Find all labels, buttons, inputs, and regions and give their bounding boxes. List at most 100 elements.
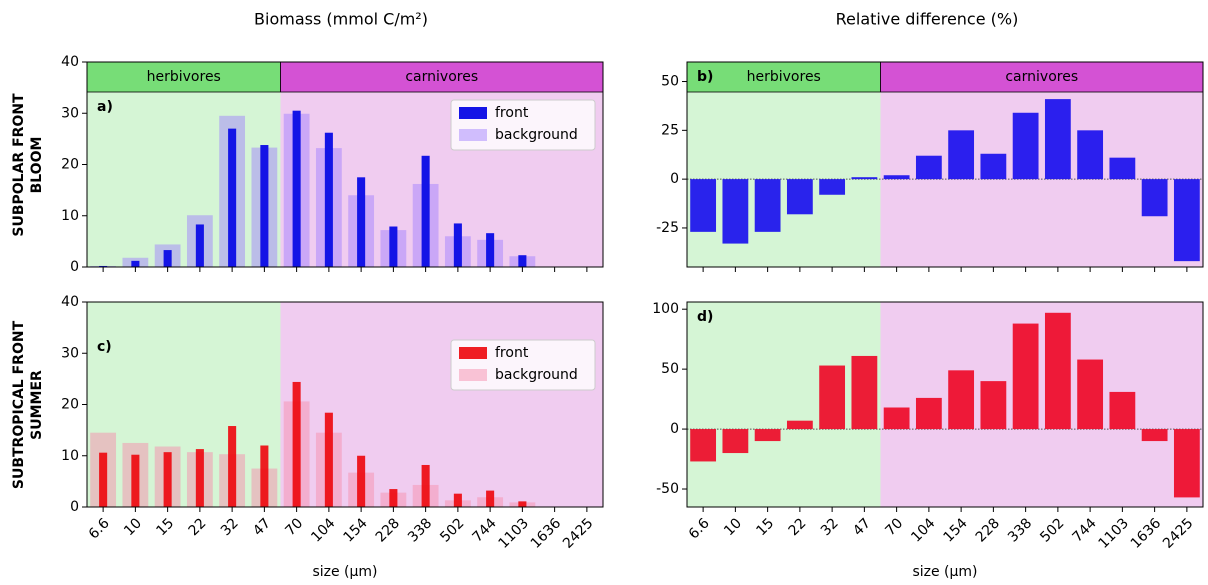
y-tick-label: 50 [661,74,679,90]
y-tick-label: 0 [70,499,79,515]
row-label: SUMMER [29,370,45,440]
bar [389,226,398,267]
y-tick-label: 20 [61,157,79,173]
panel-label: a) [97,99,113,115]
y-tick-label: 40 [61,54,79,70]
bar [1077,359,1104,430]
bar [883,175,910,180]
bar [980,381,1007,430]
bar [1012,112,1039,180]
y-tick-label: 20 [61,397,79,413]
x-tick-label: 22 [186,515,210,539]
bar [292,381,301,507]
bar [228,128,237,267]
bar [1044,312,1071,430]
bar [324,132,333,267]
bar [786,179,813,215]
bar [1109,157,1136,180]
panel-label: c) [97,339,112,355]
bar [819,179,846,195]
bar [722,179,749,244]
x-tick-label: 47 [850,515,874,539]
y-tick-label: 10 [61,208,79,224]
region-label: carnivores [405,69,478,85]
x-tick-label: 10 [121,515,145,539]
x-tick-label: 70 [282,515,306,539]
y-tick-label: -25 [656,220,679,236]
x-tick-label: 15 [153,515,177,539]
bar [486,490,495,507]
bar [260,145,269,267]
bar [1173,429,1200,498]
bar [786,420,813,430]
x-tick-label: 104 [308,515,338,545]
bar [357,177,366,267]
x-tick-label: 1636 [1128,515,1165,552]
x-tick-label: 1636 [528,515,565,552]
panel-label: d) [697,309,713,325]
legend-label: background [495,367,578,383]
y-tick-label: 40 [61,294,79,310]
bar [518,255,527,267]
bar [1141,429,1168,442]
x-tick-label: 2425 [1160,515,1197,552]
x-tick-label: 6.6 [86,515,113,542]
x-tick-label: 15 [753,515,777,539]
legend-swatch [459,369,487,381]
x-tick-label: 10 [721,515,745,539]
y-tick-label: 0 [70,259,79,275]
bar [754,179,781,232]
legend-label: front [495,105,529,121]
bar [690,179,717,232]
bar [357,455,366,507]
x-tick-label: 154 [341,515,371,545]
x-tick-label: 228 [973,515,1003,545]
x-axis-label: size (µm) [312,564,377,580]
bar [99,265,108,267]
x-tick-label: 6.6 [686,515,713,542]
region-label: herbivores [147,69,221,85]
region-shade [687,62,881,267]
bar [453,223,462,267]
row-label: SUBPOLAR FRONT [11,93,27,237]
bar [486,233,495,267]
bar [131,454,140,507]
legend-swatch [459,107,487,119]
legend-swatch [459,129,487,141]
bar [324,412,333,507]
bar [195,224,204,267]
axes-frame [686,301,1204,508]
x-tick-label: 22 [786,515,810,539]
x-tick-label: 1103 [496,515,533,552]
bar [195,449,204,507]
bar [518,501,527,507]
column-title: Biomass (mmol C/m²) [254,10,428,29]
region-label: herbivores [747,69,821,85]
y-tick-label: 30 [61,345,79,361]
x-tick-label: 154 [941,515,971,545]
bar [131,260,140,267]
bar [883,407,910,430]
bar [1012,323,1039,430]
legend-label: front [495,345,529,361]
bar [228,426,237,507]
axes-frame [686,61,1204,268]
bar [163,452,172,507]
x-tick-label: 228 [373,515,403,545]
y-tick-label: 30 [61,105,79,121]
x-tick-label: 502 [1037,515,1067,545]
panel-label: b) [697,69,713,85]
y-tick-label: 0 [670,421,679,437]
bar [1077,130,1104,180]
x-tick-label: 104 [908,515,938,545]
bar [915,397,942,430]
x-tick-label: 502 [437,515,467,545]
bar [722,429,749,454]
y-tick-label: 0 [670,171,679,187]
region-label: carnivores [1005,69,1078,85]
y-tick-label: 100 [652,301,679,317]
bar [163,250,172,267]
bar [690,429,717,462]
bar [421,155,430,267]
